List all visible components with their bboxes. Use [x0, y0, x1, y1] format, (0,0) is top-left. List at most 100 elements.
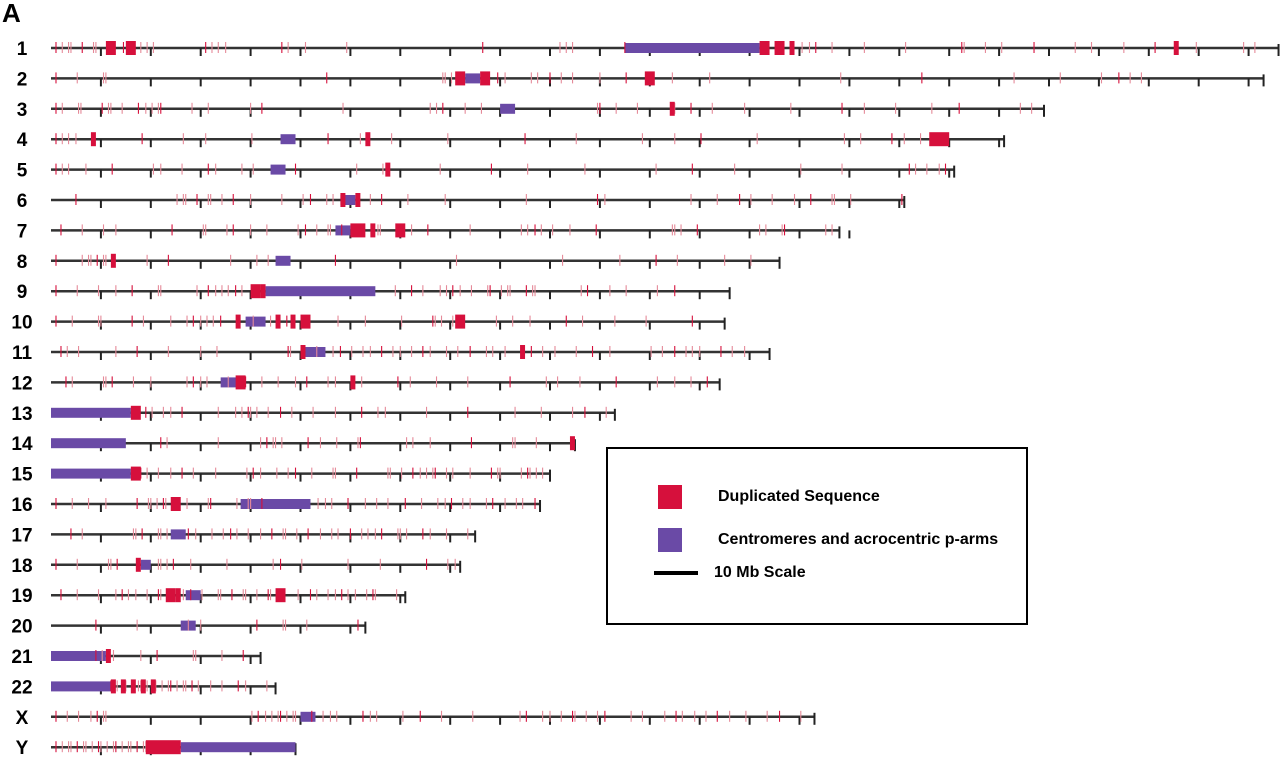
chromosome-label: 14: [11, 434, 33, 455]
chromosome-label: 15: [11, 465, 33, 486]
duplicated-block: [275, 314, 281, 329]
duplicated-block: [644, 71, 655, 86]
duplicated-block: [929, 132, 950, 147]
duplicated-block: [774, 41, 785, 55]
chromosome-label: Y: [16, 738, 29, 759]
centromere-block: [280, 134, 296, 145]
duplicated-block: [569, 436, 575, 451]
centromere-block: [185, 590, 201, 601]
duplicated-block: [90, 132, 96, 147]
chromosome-label: 9: [17, 282, 28, 303]
duplicated-block: [170, 497, 181, 511]
chromosome-label: 3: [17, 100, 28, 121]
chromosome-label: 21: [11, 647, 33, 668]
duplicated-block: [145, 740, 181, 755]
chromosome-label: 19: [11, 586, 32, 607]
centromere-block: [340, 195, 356, 205]
chromosome-label: 11: [12, 343, 33, 364]
duplicated-block: [759, 41, 770, 55]
duplicated-block: [110, 679, 116, 694]
duplicated-block: [260, 284, 266, 299]
chromosome-label: 6: [17, 191, 28, 212]
duplicated-block: [395, 223, 406, 238]
legend: Duplicated Sequence Centromeres and acro…: [606, 447, 1028, 625]
chromosome-label: 16: [11, 495, 32, 516]
duplicated-block: [175, 588, 181, 603]
chromosome-label: 4: [17, 130, 28, 151]
duplicated-block: [520, 345, 526, 359]
centromere-block: [51, 407, 131, 418]
chromosome-label: 7: [17, 221, 28, 242]
centromere-block: [51, 468, 131, 479]
duplicated-block: [350, 223, 366, 238]
duplicated-block: [385, 162, 391, 177]
duplicated-block: [235, 375, 246, 390]
duplicated-block: [110, 253, 116, 268]
centromere-swatch: [658, 528, 682, 552]
centromere-block: [624, 43, 760, 53]
centromere-block: [300, 711, 316, 722]
legend-item-centromere: Centromeres and acrocentric p-arms: [658, 528, 998, 552]
duplicated-block: [250, 284, 261, 299]
centromere-block: [51, 681, 111, 692]
legend-item-duplicated: Duplicated Sequence: [658, 485, 880, 509]
centromere-block: [500, 103, 516, 114]
chromosome-label: 5: [17, 161, 28, 182]
duplicated-block: [355, 193, 361, 207]
duplicated-block: [135, 557, 141, 572]
duplicated-block: [350, 375, 356, 390]
duplicated-block: [275, 588, 286, 603]
panel-label: A: [2, 0, 21, 28]
duplicated-block: [235, 314, 241, 329]
chromosome-label: 12: [11, 373, 32, 394]
duplicated-block: [480, 71, 491, 86]
centromere-block: [140, 559, 151, 570]
duplicated-block: [125, 41, 136, 55]
chromosome-label: 10: [11, 313, 32, 334]
duplicated-block: [455, 314, 466, 329]
duplicated-block: [365, 132, 371, 147]
duplicated-block: [140, 679, 146, 694]
duplicated-block: [290, 314, 296, 329]
centromere-block: [220, 377, 241, 388]
chromosome-label: 13: [11, 404, 32, 425]
centromere-block: [465, 73, 481, 84]
duplicated-block: [300, 345, 306, 359]
chromosome-label: 18: [11, 556, 32, 577]
centromere-block: [180, 742, 296, 753]
legend-duplicated-label: Duplicated Sequence: [718, 488, 880, 505]
chromosome-label: 2: [17, 69, 28, 90]
centromere-block: [335, 225, 351, 236]
duplicated-block: [150, 679, 156, 694]
chromosome-label: X: [16, 708, 29, 729]
centromere-block: [240, 499, 311, 509]
centromere-block: [170, 529, 186, 540]
legend-item-scale: 10 Mb Scale: [654, 564, 806, 582]
duplicated-block: [669, 101, 675, 116]
duplicated-block: [130, 466, 141, 481]
duplicated-block: [340, 193, 346, 207]
chromosome-label: 8: [17, 252, 28, 273]
chromosome-label: 17: [11, 525, 32, 546]
centromere-block: [270, 164, 286, 175]
centromere-block: [51, 651, 106, 661]
chromosome-label: 20: [11, 617, 32, 638]
centromere-block: [245, 316, 266, 327]
duplicated-block: [1173, 41, 1179, 55]
chromosome-label: 1: [17, 39, 28, 60]
duplicated-swatch: [658, 485, 682, 509]
duplicated-block: [105, 41, 116, 55]
duplicated-block: [370, 223, 376, 238]
scale-bar: [654, 571, 698, 575]
centromere-block: [265, 286, 376, 297]
duplicated-block: [455, 71, 466, 86]
centromere-block: [275, 255, 291, 266]
duplicated-block: [105, 649, 111, 663]
duplicated-block: [130, 679, 136, 694]
centromere-block: [51, 438, 126, 449]
legend-scale-label: 10 Mb Scale: [714, 564, 806, 581]
legend-centromere-label: Centromeres and acrocentric p-arms: [718, 531, 999, 548]
duplicated-block: [165, 588, 176, 603]
duplicated-block: [789, 41, 795, 55]
